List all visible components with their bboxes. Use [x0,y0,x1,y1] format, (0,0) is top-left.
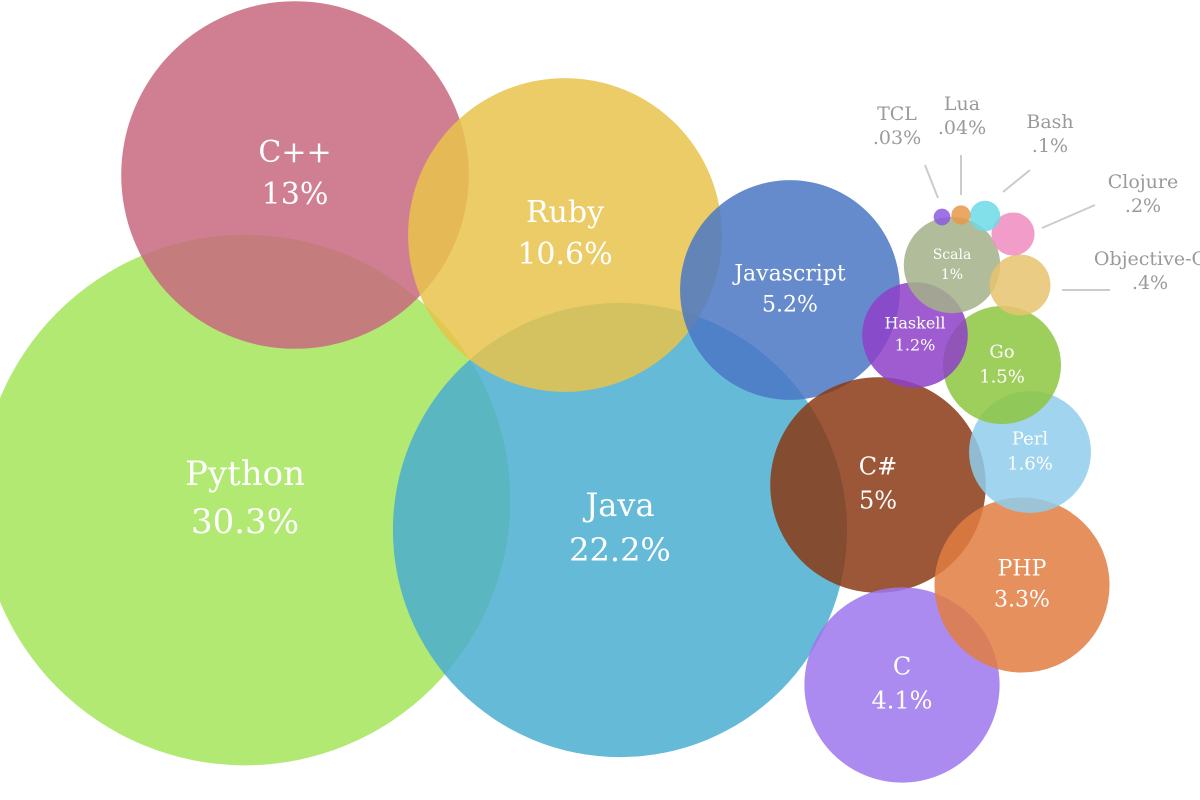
bubble [951,205,971,225]
bubble-label: Go [989,341,1014,362]
bubble-label: C++ [258,135,331,170]
value-label: .03% [873,127,921,149]
bubble [770,377,986,593]
bubble-label: C# [859,453,897,481]
value-label: 5% [859,486,897,514]
bubble [408,78,722,392]
bubble-label: Java [582,486,654,524]
bubble-label: C [893,653,911,681]
value-label: 5.2% [762,292,818,317]
leader-line [924,164,939,199]
value-label: 1.6% [1007,454,1053,475]
bubble-label: Haskell [884,313,945,332]
bubble-label: TCL [877,103,917,125]
value-label: .4% [1132,272,1168,294]
value-label: 1% [941,267,963,283]
value-label: 22.2% [569,531,671,569]
value-label: .1% [1032,135,1068,157]
value-label: 13% [262,177,329,212]
bubble [903,216,1001,314]
bubble [680,180,900,400]
bubble [934,497,1110,673]
bubble-label: Lua [944,93,980,115]
value-label: .04% [938,117,986,139]
bubble [989,254,1051,316]
bubble [933,208,951,226]
value-label: 1.2% [895,336,936,355]
bubble-label: PHP [998,557,1047,582]
bubble [991,212,1035,256]
bubble [969,200,1001,232]
leader-line [1002,169,1031,193]
bubble-label: Ruby [526,195,604,230]
bubble-label: Clojure [1108,171,1179,193]
bubble-label: Python [185,454,305,494]
bubble [392,302,848,758]
bubble-label: Scala [933,247,972,263]
bubble [0,234,511,766]
bubble-label: Perl [1012,428,1049,449]
bubble [121,1,469,349]
value-label: .2% [1125,195,1161,217]
value-label: 10.6% [517,237,612,272]
bubble-label: Objective-C [1094,248,1200,270]
bubble [804,587,1000,783]
leader-line [1041,204,1096,229]
value-label: 4.1% [872,686,933,714]
bubble [942,305,1062,425]
value-label: 3.3% [994,587,1050,612]
value-label: 1.5% [979,367,1025,388]
bubble-label: Javascript [732,262,846,287]
value-label: 30.3% [191,502,299,542]
bubble-label: Bash [1026,111,1073,133]
